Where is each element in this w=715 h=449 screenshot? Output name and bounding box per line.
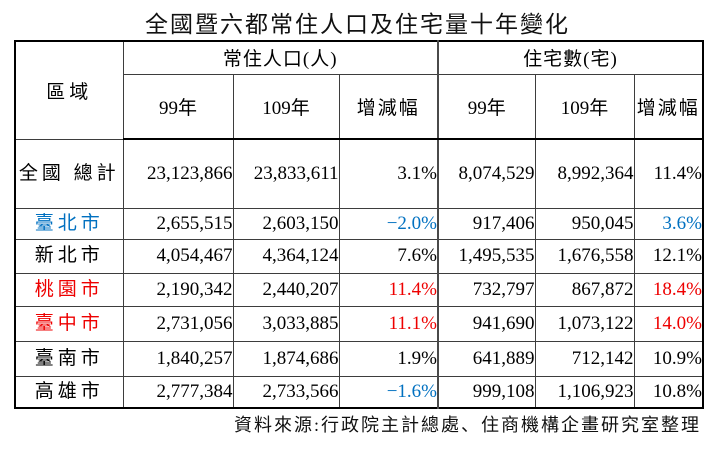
table-row-tainan: 臺南市 1,840,257 1,874,686 1.9% 641,889 712… xyxy=(14,340,704,377)
figure-title: 全國暨六都常住人口及住宅量十年變化 xyxy=(145,12,570,37)
source-note: 資料來源:行政院主計總處、住商機構企畫研究室整理 xyxy=(234,415,701,435)
house-99-cell: 999,108 xyxy=(437,375,536,409)
pop-99-cell: 2,731,056 xyxy=(122,305,234,342)
population-housing-table: 區域 常住人口(人) 住宅數(宅) 99年 109年 增減幅 99年 109年 … xyxy=(14,40,704,409)
house-change-cell: 11.4% xyxy=(633,138,704,209)
region-cell: 全國 總計 xyxy=(14,138,124,209)
sub-header-row: 99年 109年 增減幅 99年 109年 增減幅 xyxy=(15,73,704,140)
house-109-cell: 1,676,558 xyxy=(534,238,635,274)
table-row-kaohsiung: 高雄市 2,777,384 2,733,566 −1.6% 999,108 1,… xyxy=(14,375,704,409)
group-header-row: 區域 常住人口(人) 住宅數(宅) xyxy=(14,40,704,140)
pop-99-cell: 1,840,257 xyxy=(122,340,234,377)
pop-99-cell: 2,190,342 xyxy=(122,272,234,307)
house-change-cell: 12.1% xyxy=(633,238,704,274)
house-99-cell: 917,406 xyxy=(437,207,536,240)
population-change-header: 增減幅 xyxy=(338,73,439,140)
house-109-cell: 1,106,923 xyxy=(534,375,635,409)
house-99-cell: 641,889 xyxy=(437,340,536,377)
pop-109-cell: 3,033,885 xyxy=(232,305,340,342)
pop-change-cell: 1.9% xyxy=(338,340,439,377)
pop-109-cell: 4,364,124 xyxy=(232,238,340,274)
region-cell: 臺中市 xyxy=(14,305,124,342)
population-year-99-header: 99年 xyxy=(122,73,234,140)
region-cell: 臺南市 xyxy=(14,340,124,377)
table-row-taichung: 臺中市 2,731,056 3,033,885 11.1% 941,690 1,… xyxy=(14,305,704,342)
housing-year-99-header: 99年 xyxy=(437,73,536,140)
housing-change-header: 增減幅 xyxy=(633,73,704,140)
pop-109-cell: 23,833,611 xyxy=(232,138,340,209)
region-cell: 新北市 xyxy=(14,238,124,274)
table-body: 全國 總計 23,123,866 23,833,611 3.1% 8,074,5… xyxy=(14,138,704,409)
house-99-cell: 732,797 xyxy=(437,272,536,307)
pop-change-cell: 11.4% xyxy=(338,272,439,307)
table-row-new-taipei: 新北市 4,054,467 4,364,124 7.6% 1,495,535 1… xyxy=(14,238,704,274)
region-cell: 桃園市 xyxy=(14,272,124,307)
region-cell: 高雄市 xyxy=(14,375,124,409)
region-column-header: 區域 xyxy=(14,40,124,140)
house-109-cell: 1,073,122 xyxy=(534,305,635,342)
pop-99-cell: 2,777,384 xyxy=(122,375,234,409)
pop-99-cell: 2,655,515 xyxy=(122,207,234,240)
house-99-cell: 941,690 xyxy=(437,305,536,342)
house-change-cell: 18.4% xyxy=(633,272,704,307)
house-109-cell: 712,142 xyxy=(534,340,635,377)
pop-change-cell: 11.1% xyxy=(338,305,439,342)
table-row-taoyuan: 桃園市 2,190,342 2,440,207 11.4% 732,797 86… xyxy=(14,272,704,307)
table-row-national-total: 全國 總計 23,123,866 23,833,611 3.1% 8,074,5… xyxy=(14,138,704,209)
population-year-109-header: 109年 xyxy=(232,73,340,140)
house-change-cell: 10.9% xyxy=(633,340,704,377)
house-change-cell: 3.6% xyxy=(633,207,704,240)
pop-change-cell: 3.1% xyxy=(338,138,439,209)
house-109-cell: 950,045 xyxy=(534,207,635,240)
pop-109-cell: 2,440,207 xyxy=(232,272,340,307)
house-109-cell: 8,992,364 xyxy=(534,138,635,209)
pop-109-cell: 2,603,150 xyxy=(232,207,340,240)
housing-group-header: 住宅數(宅) xyxy=(437,40,704,75)
pop-99-cell: 23,123,866 xyxy=(122,138,234,209)
housing-year-109-header: 109年 xyxy=(534,73,635,140)
house-change-cell: 10.8% xyxy=(633,375,704,409)
house-109-cell: 867,872 xyxy=(534,272,635,307)
table-row-taipei: 臺北市 2,655,515 2,603,150 −2.0% 917,406 95… xyxy=(14,207,704,240)
pop-change-cell: 7.6% xyxy=(338,238,439,274)
region-cell: 臺北市 xyxy=(14,207,124,240)
pop-change-cell: −2.0% xyxy=(338,207,439,240)
population-group-header: 常住人口(人) xyxy=(122,40,439,75)
house-change-cell: 14.0% xyxy=(633,305,704,342)
house-99-cell: 8,074,529 xyxy=(437,138,536,209)
pop-109-cell: 1,874,686 xyxy=(232,340,340,377)
house-99-cell: 1,495,535 xyxy=(437,238,536,274)
pop-99-cell: 4,054,467 xyxy=(122,238,234,274)
pop-109-cell: 2,733,566 xyxy=(232,375,340,409)
pop-change-cell: −1.6% xyxy=(338,375,439,409)
table-header: 區域 常住人口(人) 住宅數(宅) 99年 109年 增減幅 99年 109年 … xyxy=(14,40,704,140)
